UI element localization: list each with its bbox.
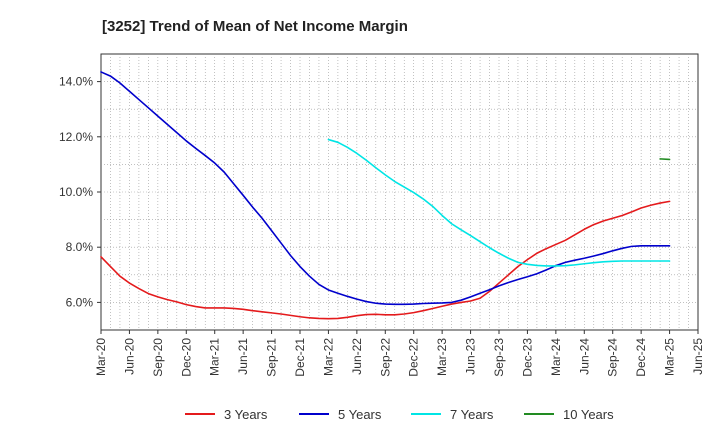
series-lines — [100, 71, 671, 320]
horizontal-gridlines — [101, 81, 698, 303]
y-tick-label: 14.0% — [59, 75, 93, 89]
legend: 3 Years 5 Years 7 Years 10 Years — [185, 407, 614, 422]
legend-label-7-years: 7 Years — [450, 407, 494, 422]
y-tick-label: 6.0% — [66, 295, 94, 309]
x-tick-label: Jun-20 — [122, 338, 136, 375]
x-tick-label: Dec-22 — [407, 338, 421, 377]
x-tick-label: Mar-21 — [208, 338, 222, 376]
x-tick-label: Mar-25 — [663, 338, 677, 376]
x-tick-label: Dec-23 — [520, 338, 534, 377]
x-tick-label: Jun-25 — [691, 338, 705, 375]
x-tick-label: Jun-21 — [236, 338, 250, 375]
x-tick-label: Jun-23 — [464, 338, 478, 375]
x-tick-label: Dec-20 — [179, 338, 193, 377]
x-tick-label: Sep-24 — [606, 338, 620, 377]
x-tick-label: Jun-24 — [577, 338, 591, 375]
y-axis: 6.0% 8.0% 10.0% 12.0% 14.0% — [59, 75, 101, 309]
x-axis: Mar-20 Jun-20 Sep-20 Dec-20 Mar-21 Jun-21 Sep-… — [94, 330, 705, 377]
x-tick-label: Dec-21 — [293, 338, 307, 377]
x-tick-label: Sep-21 — [265, 338, 279, 377]
x-tick-label: Jun-22 — [350, 338, 364, 375]
series-line-5-years — [100, 71, 671, 306]
x-tick-label: Mar-24 — [549, 338, 563, 376]
x-tick-label: Mar-23 — [435, 338, 449, 376]
series-line-3-years — [100, 200, 671, 320]
y-tick-label: 8.0% — [66, 240, 94, 254]
legend-label-10-years: 10 Years — [563, 407, 614, 422]
x-tick-label: Sep-23 — [492, 338, 506, 377]
y-tick-label: 12.0% — [59, 130, 93, 144]
y-tick-label: 10.0% — [59, 185, 93, 199]
x-tick-label: Sep-22 — [378, 338, 392, 377]
x-tick-label: Sep-20 — [151, 338, 165, 377]
chart-title: [3252] Trend of Mean of Net Income Margi… — [102, 18, 408, 35]
series-line-10-years — [659, 158, 671, 161]
x-tick-label: Mar-20 — [94, 338, 108, 376]
legend-label-5-years: 5 Years — [338, 407, 382, 422]
x-tick-label: Mar-22 — [321, 338, 335, 376]
series-line-7-years — [327, 138, 671, 267]
legend-label-3-years: 3 Years — [224, 407, 268, 422]
x-tick-label: Dec-24 — [634, 338, 648, 377]
